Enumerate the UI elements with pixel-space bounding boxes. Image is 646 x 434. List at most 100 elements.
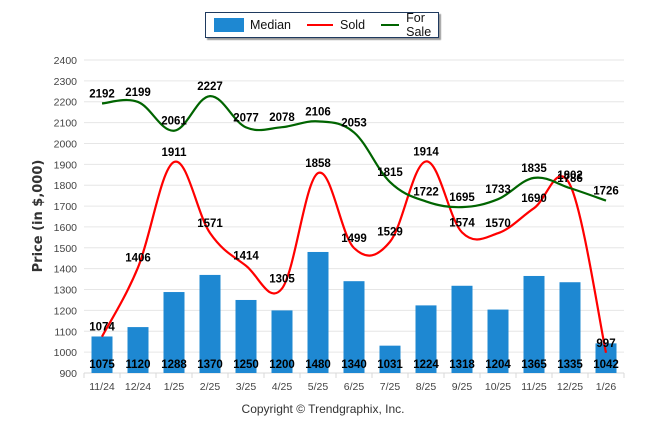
sold-data-label: 1305: [269, 273, 295, 285]
for-sale-data-label: 2227: [197, 81, 223, 93]
bar-median: [91, 336, 113, 373]
legend-label: Sold: [340, 18, 366, 32]
y-tick-label: 1300: [54, 285, 78, 297]
median-data-label: 1204: [485, 359, 511, 371]
legend: Median Sold For Sale: [205, 11, 439, 39]
y-tick-label: 1000: [54, 347, 78, 359]
median-data-label: 1200: [269, 359, 295, 371]
for-sale-data-label: 2053: [341, 117, 367, 129]
y-axis-label: Price (in $,000): [31, 160, 46, 273]
for-sale-data-label: 1835: [521, 163, 547, 175]
sold-data-label: 1499: [341, 233, 367, 245]
x-tick-label: 7/25: [380, 381, 401, 393]
bar-median: [271, 310, 293, 373]
y-tick-label: 1500: [54, 243, 78, 255]
y-axis: 900 1000 1100 1200 1300 1400 1500 1600 1700 1800 1…: [54, 55, 78, 380]
for-sale-data-label: 2106: [305, 106, 331, 118]
median-bars: [91, 251, 617, 373]
y-tick-label: 2200: [54, 97, 78, 109]
x-tick-label: 1/26: [596, 381, 617, 393]
x-tick-label: 9/25: [452, 381, 473, 393]
median-data-label: 1480: [305, 359, 331, 371]
bar-median: [199, 274, 221, 373]
sold-data-label: 1529: [377, 227, 403, 239]
median-data-label: 1335: [557, 359, 583, 371]
for-sale-data-label: 1786: [557, 173, 583, 185]
y-tick-label: 1700: [54, 201, 78, 213]
median-data-label: 1042: [593, 359, 619, 371]
legend-label: For Sale: [406, 11, 432, 39]
median-data-label: 1075: [89, 359, 115, 371]
sold-line: [101, 160, 608, 353]
median-data-label: 1288: [161, 359, 187, 371]
x-tick-label: 1/25: [164, 381, 185, 393]
x-tick-label: 11/25: [521, 381, 547, 393]
sold-data-label: 1690: [521, 193, 547, 205]
sold-data-label: 1802: [557, 170, 583, 182]
sold-data-label: 1414: [233, 251, 259, 263]
bar-median: [487, 309, 509, 373]
sold-data-label: 1570: [485, 218, 511, 230]
median-data-label: 1120: [126, 359, 151, 371]
bar-median: [559, 282, 581, 373]
median-data-label: 1031: [377, 359, 403, 371]
x-tick-label: 4/25: [272, 381, 293, 393]
for-sale-data-label: 1733: [485, 184, 511, 196]
sold-data-label: 1574: [449, 217, 475, 229]
x-tick-label: 11/24: [89, 381, 115, 393]
for-sale-data-label: 1695: [449, 192, 475, 204]
bar-median: [415, 305, 437, 373]
x-tick-label: 12/25: [557, 381, 583, 393]
bar-median: [163, 292, 185, 373]
x-tick-label: 5/25: [308, 381, 329, 393]
y-tick-label: 1800: [54, 180, 78, 192]
sold-data-label: 1911: [162, 147, 188, 159]
for-sale-data-label: 2061: [161, 116, 187, 128]
copyright-footer: Copyright © Trendgraphix, Inc.: [241, 402, 405, 416]
series-lines: [101, 94, 608, 353]
sold-data-label: 1914: [413, 146, 439, 158]
x-tick-label: 6/25: [344, 381, 365, 393]
sold-data-label: 1074: [89, 322, 115, 334]
for-sale-data-label: 1815: [377, 167, 403, 179]
y-tick-label: 1900: [54, 159, 78, 171]
x-tick-label: 8/25: [416, 381, 437, 393]
bar-median: [595, 343, 617, 373]
for-sale-data-label: 2077: [233, 112, 259, 124]
legend-item-median[interactable]: Median: [214, 18, 291, 32]
median-data-label: 1250: [233, 359, 259, 371]
sold-data-label: 1406: [125, 252, 151, 264]
for-sale-line-icon: [381, 24, 400, 26]
bar-median: [523, 275, 545, 373]
bar-median: [343, 281, 365, 373]
x-tick-label: 10/25: [485, 381, 511, 393]
median-data-label: 1365: [521, 359, 547, 371]
median-data-label: 1224: [413, 359, 439, 371]
sold-line-icon: [307, 24, 333, 26]
y-tick-label: 2300: [54, 76, 78, 88]
sold-data-label: 997: [596, 338, 615, 350]
median-data-label: 1370: [197, 359, 223, 371]
legend-label: Median: [250, 18, 291, 32]
sold-data-label: 1858: [305, 158, 331, 170]
x-axis: 11/24 12/24 1/25 2/25 3/25 4/25 5/25 6/25 7/25 8/…: [83, 373, 625, 393]
x-tick-label: 12/24: [125, 381, 151, 393]
median-data-label: 1340: [341, 359, 367, 371]
legend-item-sold[interactable]: Sold: [307, 18, 365, 32]
for-sale-data-label: 1722: [413, 186, 439, 198]
y-tick-label: 2100: [54, 118, 78, 130]
legend-item-for-sale[interactable]: For Sale: [381, 11, 439, 39]
y-tick-label: 2400: [54, 55, 78, 67]
y-tick-label: 1100: [54, 326, 77, 338]
y-tick-label: 1400: [54, 264, 78, 276]
data-labels: 1075 1120 1288 1370 1250 1200 1480 1340 1031 1224…: [89, 81, 619, 371]
x-tick-label: 3/25: [236, 381, 257, 393]
for-sale-data-label: 2192: [89, 88, 115, 100]
median-data-label: 1318: [449, 359, 475, 371]
bar-median: [235, 299, 257, 373]
for-sale-data-label: 2078: [269, 112, 295, 124]
sold-data-label: 1571: [197, 218, 223, 230]
x-tick-label: 2/25: [200, 381, 221, 393]
bar-median: [451, 285, 473, 373]
